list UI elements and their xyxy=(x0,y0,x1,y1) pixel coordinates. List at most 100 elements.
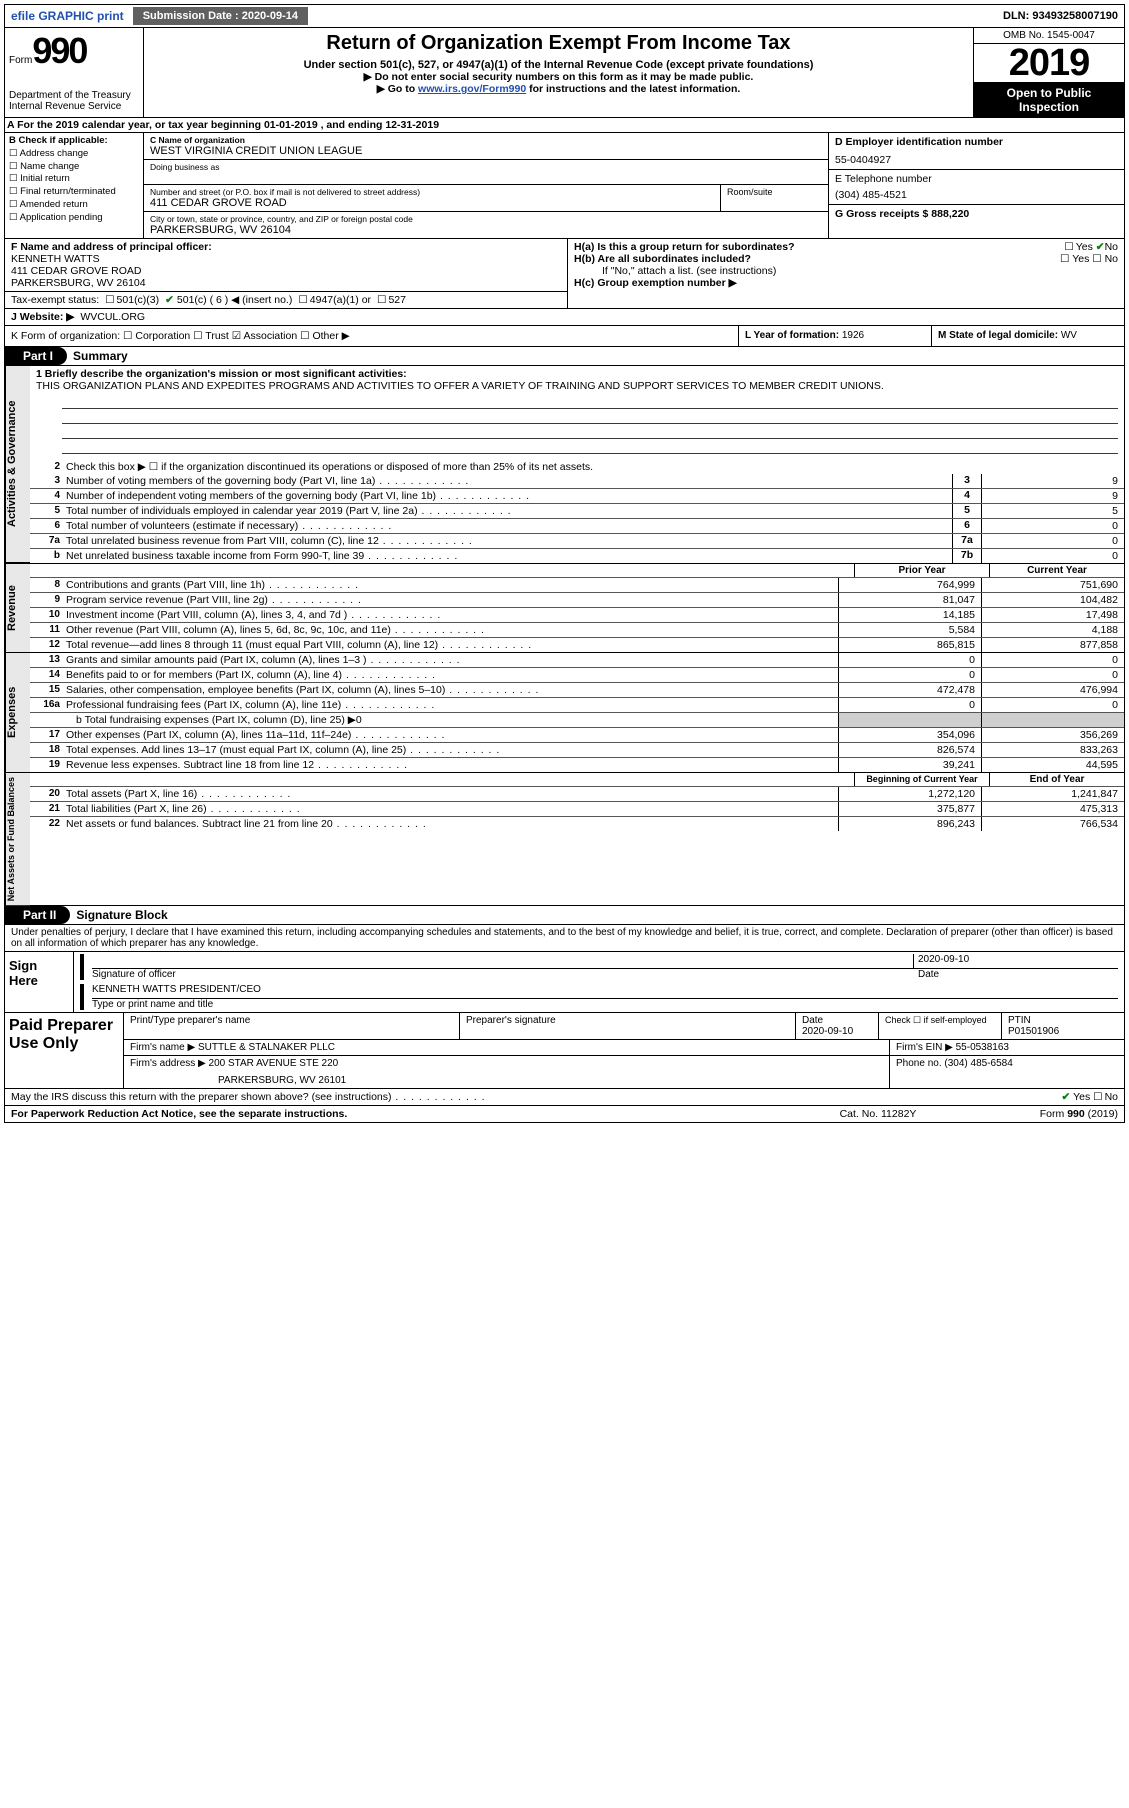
city-value: PARKERSBURG, WV 26104 xyxy=(150,224,822,236)
line-15-text: Salaries, other compensation, employee b… xyxy=(64,683,838,697)
line-19-prior: 39,241 xyxy=(838,758,981,772)
line-1-label: 1 Briefly describe the organization's mi… xyxy=(36,368,1118,380)
firm-name-label: Firm's name ▶ xyxy=(130,1042,195,1053)
ha-no[interactable]: No xyxy=(1096,241,1118,253)
chk-501c[interactable]: 501(c) ( 6 ) ◀ (insert no.) xyxy=(165,294,292,306)
line-20-prior: 1,272,120 xyxy=(838,787,981,801)
hdr-end-year: End of Year xyxy=(989,773,1124,786)
line-14-text: Benefits paid to or for members (Part IX… xyxy=(64,668,838,682)
goto-suffix: for instructions and the latest informat… xyxy=(526,83,740,95)
line-21-current: 475,313 xyxy=(981,802,1124,816)
chk-527[interactable]: 527 xyxy=(377,294,406,306)
line-13-text: Grants and similar amounts paid (Part IX… xyxy=(64,653,838,667)
line-8-prior: 764,999 xyxy=(838,578,981,592)
state-domicile: WV xyxy=(1061,330,1077,341)
dept-treasury: Department of the Treasury xyxy=(9,90,139,101)
hdr-prior-year: Prior Year xyxy=(854,564,989,577)
sidetab-activities: Activities & Governance xyxy=(5,366,30,563)
firm-ein-value: 55-0538163 xyxy=(956,1042,1009,1053)
mission-underline-4 xyxy=(62,441,1118,454)
form-word: Form xyxy=(9,55,32,66)
line-12-current: 877,858 xyxy=(981,638,1124,652)
line-16a-current: 0 xyxy=(981,698,1124,712)
line-4-value: 9 xyxy=(981,489,1124,503)
line-9-current: 104,482 xyxy=(981,593,1124,607)
room-suite-label: Room/suite xyxy=(721,185,828,211)
submission-date-button[interactable]: Submission Date : 2020-09-14 xyxy=(133,7,308,25)
line-13-current: 0 xyxy=(981,653,1124,667)
form-number: 990 xyxy=(32,30,86,71)
line-11-current: 4,188 xyxy=(981,623,1124,637)
chk-4947a1[interactable]: 4947(a)(1) or xyxy=(298,294,371,306)
tax-year: 2019 xyxy=(974,44,1124,82)
line-4-box: 4 xyxy=(952,489,981,503)
line-5-box: 5 xyxy=(952,504,981,518)
prep-sig-label: Preparer's signature xyxy=(460,1013,796,1040)
open-public-1: Open to Public xyxy=(1007,86,1092,100)
sign-here-label: Sign Here xyxy=(5,952,74,1012)
line-2-text: Check this box ▶ ☐ if the organization d… xyxy=(64,460,1124,474)
line-5-value: 5 xyxy=(981,504,1124,518)
paperwork-notice: For Paperwork Reduction Act Notice, see … xyxy=(11,1108,788,1120)
line-18-current: 833,263 xyxy=(981,743,1124,757)
ein-value: 55-0404927 xyxy=(835,154,1118,166)
line-16b-cur xyxy=(981,713,1124,727)
chk-final-return[interactable]: Final return/terminated xyxy=(9,186,139,199)
officer-addr1: 411 CEDAR GROVE ROAD xyxy=(11,265,561,277)
ha-label: H(a) Is this a group return for subordin… xyxy=(574,241,795,253)
line-16a-text: Professional fundraising fees (Part IX, … xyxy=(64,698,838,712)
box-c-name-label: C Name of organization xyxy=(150,135,822,145)
prep-date-value: 2020-09-10 xyxy=(802,1026,853,1037)
box-g-gross-receipts: G Gross receipts $ 888,220 xyxy=(835,208,1118,220)
mission-underline-3 xyxy=(62,426,1118,439)
hc-label: H(c) Group exemption number ▶ xyxy=(574,277,1118,289)
officer-name-title: KENNETH WATTS PRESIDENT/CEO xyxy=(92,984,1118,999)
prep-self-employed[interactable]: Check ☐ if self-employed xyxy=(879,1013,1002,1040)
discuss-yes[interactable]: Yes xyxy=(1062,1091,1091,1103)
box-f-label: F Name and address of principal officer: xyxy=(11,241,561,253)
line-7a-text: Total unrelated business revenue from Pa… xyxy=(64,534,952,548)
ha-yes[interactable]: Yes xyxy=(1064,241,1093,253)
line-3-box: 3 xyxy=(952,474,981,488)
line-20-text: Total assets (Part X, line 16) xyxy=(64,787,838,801)
firm-addr-label: Firm's address ▶ xyxy=(130,1058,206,1069)
row-m-label: M State of legal domicile: xyxy=(938,330,1061,341)
mission-underline-2 xyxy=(62,411,1118,424)
chk-501c3[interactable]: 501(c)(3) xyxy=(105,294,159,306)
line-20-current: 1,241,847 xyxy=(981,787,1124,801)
chk-application-pending[interactable]: Application pending xyxy=(9,212,139,225)
line-3-value: 9 xyxy=(981,474,1124,488)
sig-date-label: Date xyxy=(918,969,1118,980)
line-8-text: Contributions and grants (Part VIII, lin… xyxy=(64,578,838,592)
goto-prefix: ▶ Go to xyxy=(377,83,418,95)
hdr-current-year: Current Year xyxy=(989,564,1124,577)
h-note: If "No," attach a list. (see instruction… xyxy=(574,265,1118,277)
ptin-value: P01501906 xyxy=(1008,1026,1059,1037)
org-name: WEST VIRGINIA CREDIT UNION LEAGUE xyxy=(150,145,822,157)
chk-name-change[interactable]: Name change xyxy=(9,161,139,174)
tax-status-label: Tax-exempt status: xyxy=(11,294,99,306)
line-22-current: 766,534 xyxy=(981,817,1124,831)
line-18-text: Total expenses. Add lines 13–17 (must eq… xyxy=(64,743,838,757)
instructions-link[interactable]: www.irs.gov/Form990 xyxy=(418,83,526,95)
line-16b-prior xyxy=(838,713,981,727)
sidetab-netassets: Net Assets or Fund Balances xyxy=(5,773,30,905)
topbar: efile GRAPHIC print Submission Date : 20… xyxy=(5,5,1124,28)
phone-value: (304) 485-4521 xyxy=(835,189,1118,201)
line-10-text: Investment income (Part VIII, column (A)… xyxy=(64,608,838,622)
discuss-no[interactable]: No xyxy=(1093,1091,1118,1103)
line-17-text: Other expenses (Part IX, column (A), lin… xyxy=(64,728,838,742)
line-5-text: Total number of individuals employed in … xyxy=(64,504,952,518)
line-9-prior: 81,047 xyxy=(838,593,981,607)
line-6-text: Total number of volunteers (estimate if … xyxy=(64,519,952,533)
form-title: Return of Organization Exempt From Incom… xyxy=(152,32,965,55)
efile-link[interactable]: efile GRAPHIC print xyxy=(5,7,130,25)
chk-amended-return[interactable]: Amended return xyxy=(9,199,139,212)
hb-yesno[interactable]: ☐ Yes ☐ No xyxy=(1060,253,1118,265)
sign-date-value: 2020-09-10 xyxy=(913,954,1118,968)
addr-value: 411 CEDAR GROVE ROAD xyxy=(150,197,714,209)
chk-initial-return[interactable]: Initial return xyxy=(9,173,139,186)
line-21-prior: 375,877 xyxy=(838,802,981,816)
line-14-current: 0 xyxy=(981,668,1124,682)
chk-address-change[interactable]: Address change xyxy=(9,148,139,161)
